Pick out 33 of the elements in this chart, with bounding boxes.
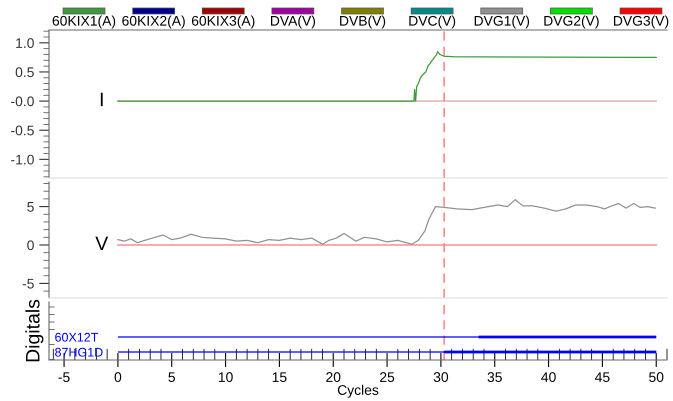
y-axis-title: Digitals — [25, 300, 44, 362]
x-tick-label: 0 — [114, 372, 122, 382]
x-tick-label: 10 — [218, 372, 233, 382]
x-tick-label: 30 — [434, 372, 448, 382]
x-axis-title: Cycles — [338, 384, 378, 398]
x-tick-label: 45 — [594, 372, 610, 382]
y-tick-label: -5 — [22, 278, 34, 289]
annotation: V — [95, 236, 108, 250]
x-tick-label: 25 — [380, 372, 394, 382]
legend-label: 60KIX1(A) — [52, 16, 116, 28]
legend-label: DVA(V) — [270, 16, 316, 28]
x-tick-label: 35 — [488, 372, 502, 382]
legend-label: DVC(V) — [409, 16, 456, 28]
x-tick-label: 20 — [326, 372, 340, 382]
legend-label: 60KIX3(A) — [192, 16, 254, 28]
annotation: I — [100, 92, 103, 106]
y-tick-label: 60X12T — [55, 332, 98, 342]
y-tick-label: -0.5 — [11, 126, 34, 136]
legend-label: DVG3(V) — [614, 16, 668, 28]
y-tick-label: 0 — [27, 240, 34, 250]
legend-label: DVG1(V) — [474, 16, 530, 28]
legend-label: DVG2(V) — [544, 16, 599, 28]
legend-label: DVB(V) — [340, 16, 386, 28]
legend-label: 60KIX2(A) — [122, 16, 185, 28]
y-tick-label: 0.5 — [16, 67, 34, 78]
x-tick-label: 15 — [272, 372, 287, 382]
y-tick-label: 5 — [27, 202, 34, 212]
y-tick-label: -0.0 — [11, 96, 34, 106]
x-tick-label: 5 — [168, 372, 176, 382]
x-tick-label: 50 — [649, 372, 664, 382]
x-tick-label: 40 — [541, 372, 556, 382]
y-tick-label: 1.0 — [16, 38, 34, 48]
y-tick-label: -1.0 — [11, 154, 34, 165]
